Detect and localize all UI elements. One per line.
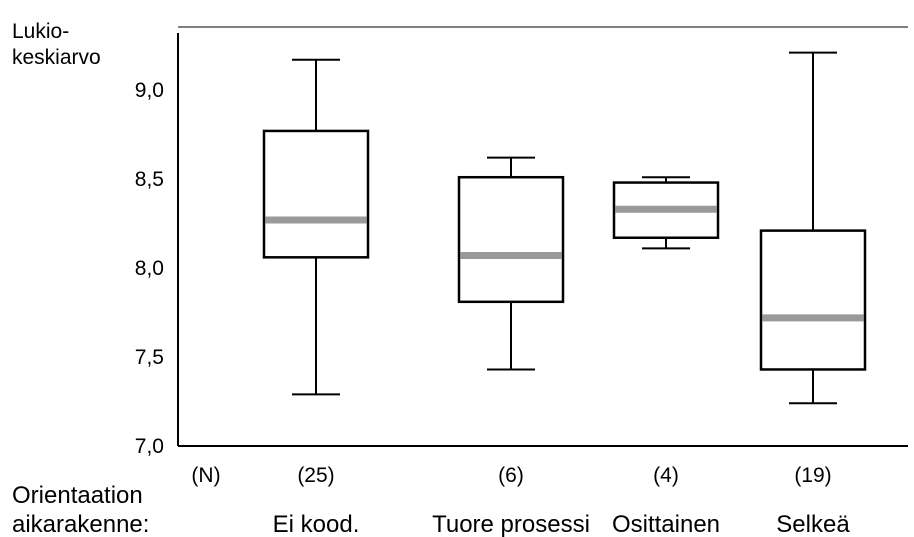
x-axis-label-line-2: aikarakenne: [12, 511, 149, 537]
interquartile-box [262, 129, 370, 259]
category-labels: Ei kood. Tuore prosessi Osittainen Selkeä [273, 511, 851, 537]
count-header: (N) [191, 464, 220, 487]
count-labels: (N) (25) (6) (4) (19) [191, 464, 831, 487]
y-tick-label: 7,5 [135, 346, 164, 369]
category-label: Selkeä [776, 511, 850, 537]
y-tick-label: 8,0 [135, 257, 164, 280]
count-label: (6) [498, 464, 524, 487]
category-label: Osittainen [612, 511, 720, 537]
y-tick-label: 9,0 [135, 79, 164, 102]
y-axis-label-line-2: keskiarvo [12, 46, 101, 69]
interquartile-box [759, 229, 867, 371]
box-plot-item [457, 156, 565, 371]
category-label: Tuore prosessi [432, 511, 590, 537]
plot-frame [177, 26, 908, 447]
y-tick-label: 8,5 [135, 168, 164, 191]
y-axis-label-line-1: Lukio- [12, 20, 69, 43]
box-plot-item [262, 58, 370, 396]
box-plot-item [612, 176, 720, 250]
count-label: (19) [794, 464, 831, 487]
count-label: (4) [653, 464, 679, 487]
x-axis-label-line-1: Orientaation [12, 482, 143, 509]
box-series [262, 51, 867, 405]
count-label: (25) [297, 464, 334, 487]
category-label: Ei kood. [273, 511, 360, 537]
y-tick-label: 7,0 [135, 435, 164, 458]
interquartile-box [457, 175, 565, 304]
box-plot-item [759, 51, 867, 405]
y-tick-labels: 7,0 7,5 8,0 8,5 9,0 [135, 79, 164, 458]
